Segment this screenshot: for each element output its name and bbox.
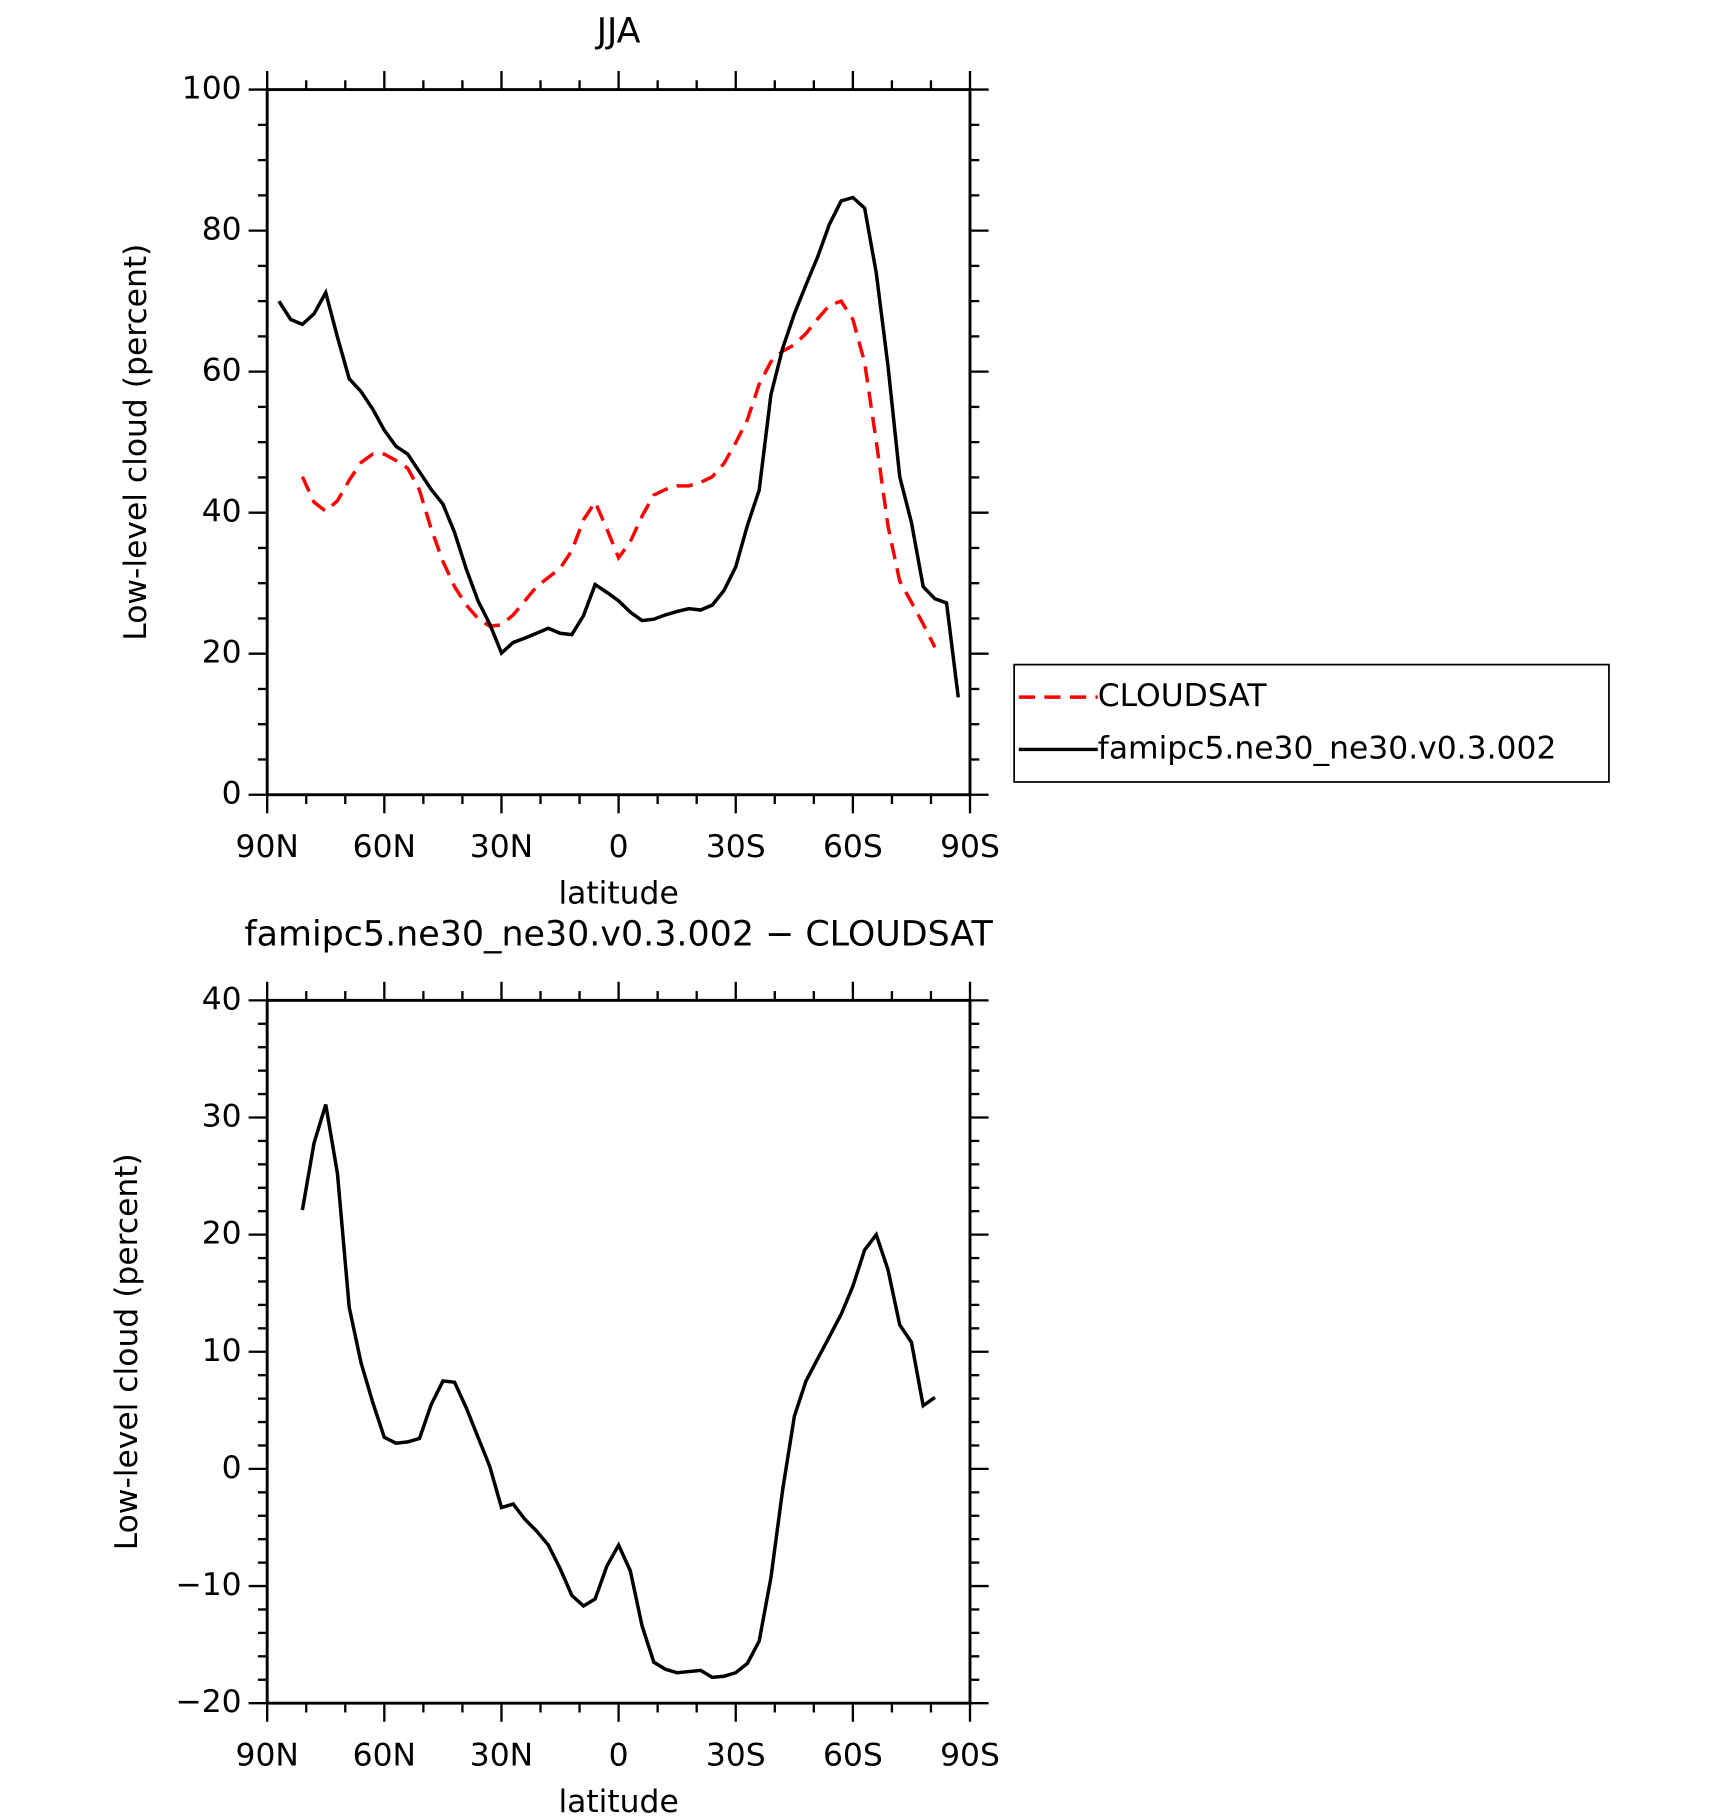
x-tick-label: 60S (823, 1738, 883, 1774)
legend-label: CLOUDSAT (1098, 678, 1268, 714)
plot-frame (265, 998, 972, 1705)
x-axis-label: latitude (558, 1784, 678, 1816)
x-tick-label: 60N (353, 829, 416, 865)
x-tick-label: 90N (236, 829, 299, 865)
plot-frame (265, 88, 972, 797)
data-line (300, 1104, 936, 1680)
x-tick-label: 60N (353, 1738, 416, 1774)
x-tick-label: 90S (940, 1738, 1000, 1774)
y-axis-label: Low-level cloud (percent) (109, 1153, 145, 1550)
y-tick-label: 0 (222, 776, 242, 812)
x-tick-label: 30S (706, 829, 766, 865)
y-tick-label: 30 (202, 1098, 242, 1134)
y-tick-label: 40 (202, 494, 242, 530)
y-tick-label: 20 (202, 635, 242, 671)
x-tick-label: 90S (940, 829, 1000, 865)
x-tick-label: 0 (609, 1738, 629, 1774)
y-tick-label: 0 (222, 1450, 242, 1486)
data-line (277, 195, 961, 698)
x-tick-label: 0 (609, 829, 629, 865)
x-tick-label: 90N (236, 1738, 299, 1774)
chart-title: famipc5.ne30_ne30.v0.3.002 − CLOUDSAT (244, 914, 993, 954)
y-tick-label: 80 (202, 212, 242, 248)
y-axis-label: Low-level cloud (percent) (118, 244, 154, 641)
y-tick-label: 60 (202, 353, 242, 389)
x-axis-label: latitude (558, 876, 678, 912)
x-tick-label: 30N (470, 1738, 533, 1774)
y-tick-label: −10 (175, 1567, 241, 1603)
y-tick-label: 20 (202, 1216, 242, 1252)
x-tick-label: 30S (706, 1738, 766, 1774)
chart-title: JJA (595, 12, 641, 52)
y-tick-label: 40 (202, 981, 242, 1017)
legend-label: famipc5.ne30_ne30.v0.3.002 (1098, 730, 1557, 766)
data-line (300, 299, 937, 649)
y-tick-label: 10 (202, 1333, 242, 1369)
x-tick-label: 60S (823, 829, 883, 865)
y-tick-label: 100 (182, 71, 242, 107)
x-tick-label: 30N (470, 829, 533, 865)
legend-box (1013, 663, 1610, 783)
y-tick-label: −20 (175, 1684, 241, 1720)
